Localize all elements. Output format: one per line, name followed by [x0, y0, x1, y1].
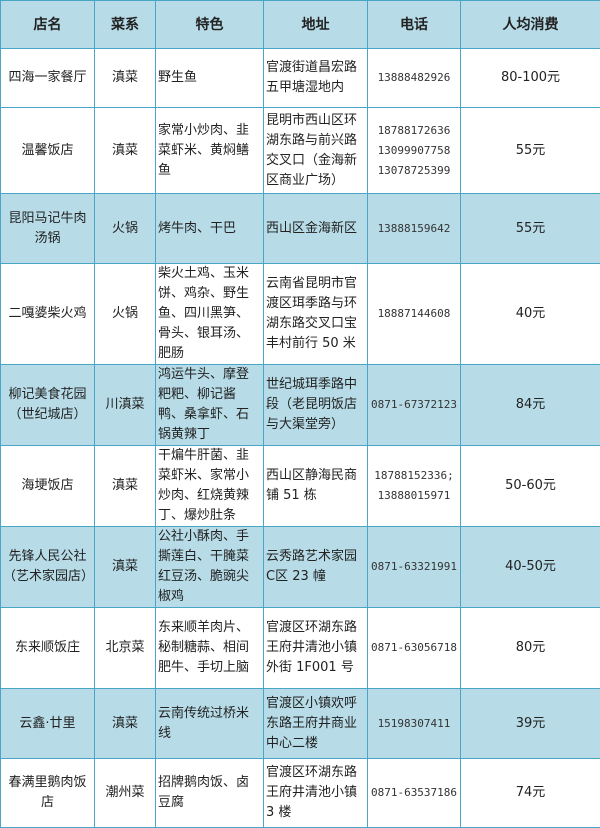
cell-address: 云秀路艺术家园C区 23 幢 [264, 527, 368, 608]
cell-price: 84元 [461, 365, 600, 446]
cell-cuisine: 火锅 [95, 194, 156, 264]
phone-number: 13078725399 [370, 161, 458, 181]
cell-phone: 0871-63537186 [368, 759, 461, 828]
cell-specialty: 公社小酥肉、手撕莲白、干腌菜红豆汤、脆豌尖椒鸡 [156, 527, 264, 608]
cell-name: 东来顺饭庄 [1, 608, 95, 689]
phone-number: 18788152336; [370, 466, 458, 486]
table-row: 二嘎婆柴火鸡火锅柴火土鸡、玉米饼、鸡杂、野生鱼、四川黑笋、骨头、银耳汤、肥肠云南… [1, 264, 600, 365]
cell-name: 海埂饭店 [1, 446, 95, 527]
table-row: 柳记美食花园（世纪城店）川滇菜鸿运牛头、摩登粑粑、柳记酱鸭、桑拿虾、石锅黄辣丁世… [1, 365, 600, 446]
cell-cuisine: 潮州菜 [95, 759, 156, 828]
phone-number: 18887144608 [370, 304, 458, 324]
cell-phone: 18887144608 [368, 264, 461, 365]
cell-name: 昆阳马记牛肉汤锅 [1, 194, 95, 264]
cell-specialty: 干煸牛肝菌、韭菜虾米、家常小炒肉、红烧黄辣丁、爆炒肚条 [156, 446, 264, 527]
cell-address: 西山区静海民商铺 51 栋 [264, 446, 368, 527]
cell-phone: 0871-67372123 [368, 365, 461, 446]
cell-name: 云鑫·廿里 [1, 689, 95, 759]
cell-name: 柳记美食花园（世纪城店） [1, 365, 95, 446]
cell-address: 西山区金海新区 [264, 194, 368, 264]
cell-specialty: 柴火土鸡、玉米饼、鸡杂、野生鱼、四川黑笋、骨头、银耳汤、肥肠 [156, 264, 264, 365]
cell-address: 昆明市西山区环湖东路与前兴路交叉口（金海新区商业广场） [264, 108, 368, 194]
cell-name: 春满里鹅肉饭店 [1, 759, 95, 828]
cell-phone: 0871-63321991 [368, 527, 461, 608]
phone-number: 0871-63537186 [370, 783, 458, 803]
phone-number: 0871-63321991 [370, 557, 458, 577]
cell-address: 世纪城珥季路中段（老昆明饭店与大渠堂旁） [264, 365, 368, 446]
header-phone: 电话 [368, 1, 461, 49]
cell-phone: 15198307411 [368, 689, 461, 759]
phone-number: 13888159642 [370, 219, 458, 239]
header-row: 店名 菜系 特色 地址 电话 人均消费 [1, 1, 600, 49]
cell-price: 40元 [461, 264, 600, 365]
header-specialty: 特色 [156, 1, 264, 49]
phone-number: 0871-63056718 [370, 638, 458, 658]
table-row: 东来顺饭庄北京菜东来顺羊肉片、秘制糖蒜、相间肥牛、手切上脑官渡区环湖东路王府井清… [1, 608, 600, 689]
table-row: 海埂饭店滇菜干煸牛肝菌、韭菜虾米、家常小炒肉、红烧黄辣丁、爆炒肚条西山区静海民商… [1, 446, 600, 527]
cell-name: 四海一家餐厅 [1, 49, 95, 108]
cell-price: 55元 [461, 108, 600, 194]
phone-number: 18788172636 [370, 121, 458, 141]
cell-price: 50-60元 [461, 446, 600, 527]
cell-cuisine: 滇菜 [95, 49, 156, 108]
phone-number: 13099907758 [370, 141, 458, 161]
cell-name: 二嘎婆柴火鸡 [1, 264, 95, 365]
cell-phone: 13888482926 [368, 49, 461, 108]
cell-cuisine: 滇菜 [95, 689, 156, 759]
cell-name: 温馨饭店 [1, 108, 95, 194]
header-name: 店名 [1, 1, 95, 49]
header-cuisine: 菜系 [95, 1, 156, 49]
header-address: 地址 [264, 1, 368, 49]
phone-number: 13888015971 [370, 486, 458, 506]
cell-price: 39元 [461, 689, 600, 759]
cell-specialty: 云南传统过桥米线 [156, 689, 264, 759]
cell-cuisine: 滇菜 [95, 446, 156, 527]
cell-phone: 0871-63056718 [368, 608, 461, 689]
cell-cuisine: 川滇菜 [95, 365, 156, 446]
cell-specialty: 东来顺羊肉片、秘制糖蒜、相间肥牛、手切上脑 [156, 608, 264, 689]
table-row: 先锋人民公社（艺术家园店）滇菜公社小酥肉、手撕莲白、干腌菜红豆汤、脆豌尖椒鸡云秀… [1, 527, 600, 608]
cell-cuisine: 滇菜 [95, 108, 156, 194]
cell-price: 80-100元 [461, 49, 600, 108]
cell-address: 官渡街道昌宏路五甲塘湿地内 [264, 49, 368, 108]
cell-specialty: 野生鱼 [156, 49, 264, 108]
cell-cuisine: 滇菜 [95, 527, 156, 608]
cell-specialty: 家常小炒肉、韭菜虾米、黄焖鳝鱼 [156, 108, 264, 194]
cell-price: 80元 [461, 608, 600, 689]
cell-phone: 18788152336;13888015971 [368, 446, 461, 527]
cell-cuisine: 火锅 [95, 264, 156, 365]
phone-number: 15198307411 [370, 714, 458, 734]
cell-price: 55元 [461, 194, 600, 264]
cell-address: 官渡区环湖东路王府井清池小镇 3 楼 [264, 759, 368, 828]
table-row: 温馨饭店滇菜家常小炒肉、韭菜虾米、黄焖鳝鱼昆明市西山区环湖东路与前兴路交叉口（金… [1, 108, 600, 194]
header-price: 人均消费 [461, 1, 600, 49]
phone-number: 0871-67372123 [370, 395, 458, 415]
cell-specialty: 招牌鹅肉饭、卤豆腐 [156, 759, 264, 828]
cell-price: 40-50元 [461, 527, 600, 608]
cell-phone: 13888159642 [368, 194, 461, 264]
cell-specialty: 烤牛肉、干巴 [156, 194, 264, 264]
cell-specialty: 鸿运牛头、摩登粑粑、柳记酱鸭、桑拿虾、石锅黄辣丁 [156, 365, 264, 446]
cell-address: 官渡区环湖东路王府井清池小镇外街 1F001 号 [264, 608, 368, 689]
cell-address: 官渡区小镇欢呼东路王府井商业中心二楼 [264, 689, 368, 759]
cell-cuisine: 北京菜 [95, 608, 156, 689]
phone-number: 13888482926 [370, 68, 458, 88]
cell-name: 先锋人民公社（艺术家园店） [1, 527, 95, 608]
cell-price: 74元 [461, 759, 600, 828]
cell-address: 云南省昆明市官渡区珥季路与环湖东路交叉口宝丰村前行 50 米 [264, 264, 368, 365]
